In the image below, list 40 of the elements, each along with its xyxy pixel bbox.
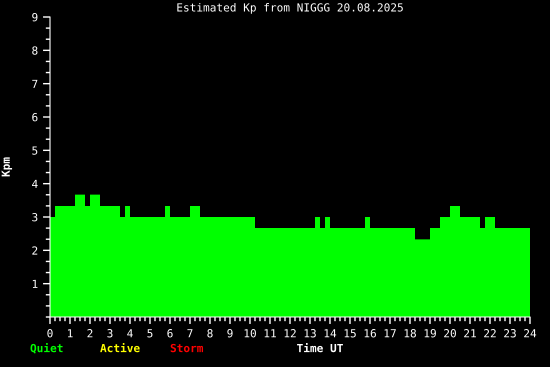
x-tick-label: 24 (524, 329, 536, 338)
x-tick-label: 22 (484, 329, 496, 338)
x-tick-label: 23 (504, 329, 516, 338)
x-axis-title: Time UT (297, 343, 343, 352)
x-tick-label: 19 (424, 329, 436, 338)
chart-title: Estimated Kp from NIGGG 20.08.2025 (177, 3, 403, 14)
x-tick-label: 15 (344, 329, 356, 338)
x-tick-label: 0 (47, 329, 53, 338)
x-tick-label: 13 (304, 329, 316, 338)
x-tick-label: 4 (127, 329, 133, 338)
x-tick-label: 14 (324, 329, 336, 338)
y-tick-label: 7 (32, 80, 38, 88)
y-tick-label: 6 (32, 113, 38, 122)
x-tick-label: 21 (464, 329, 476, 338)
x-tick-label: 8 (207, 329, 213, 338)
y-tick-label: 4 (32, 180, 38, 188)
x-tick-label: 11 (264, 329, 276, 338)
x-tick-label: 17 (384, 329, 396, 338)
x-tick-label: 7 (187, 329, 193, 338)
text: Quiet (30, 343, 63, 354)
x-tick-label: 3 (107, 329, 113, 338)
x-tick-label: 16 (364, 329, 376, 338)
x-tick-label: 10 (244, 329, 256, 338)
x-tick-label: 20 (444, 329, 456, 338)
y-tick-label: 1 (32, 280, 38, 288)
y-tick-label: 5 (32, 146, 38, 155)
x-tick-label: 12 (284, 329, 296, 338)
y-tick-label: 2 (32, 246, 38, 255)
text: Active (100, 343, 140, 352)
x-tick-label: 1 (68, 329, 73, 338)
x-tick-label: 6 (167, 329, 173, 338)
y-axis-title: Kpm (2, 157, 12, 176)
y-tick-label: 3 (32, 213, 38, 222)
x-tick-label: 5 (147, 329, 152, 338)
y-tick-label: 9 (32, 13, 38, 22)
x-tick-label: 9 (227, 329, 233, 338)
text: Storm (170, 344, 204, 352)
x-tick-label: 18 (404, 329, 416, 338)
x-tick-label: 2 (87, 329, 92, 338)
y-tick-label: 8 (32, 46, 38, 55)
